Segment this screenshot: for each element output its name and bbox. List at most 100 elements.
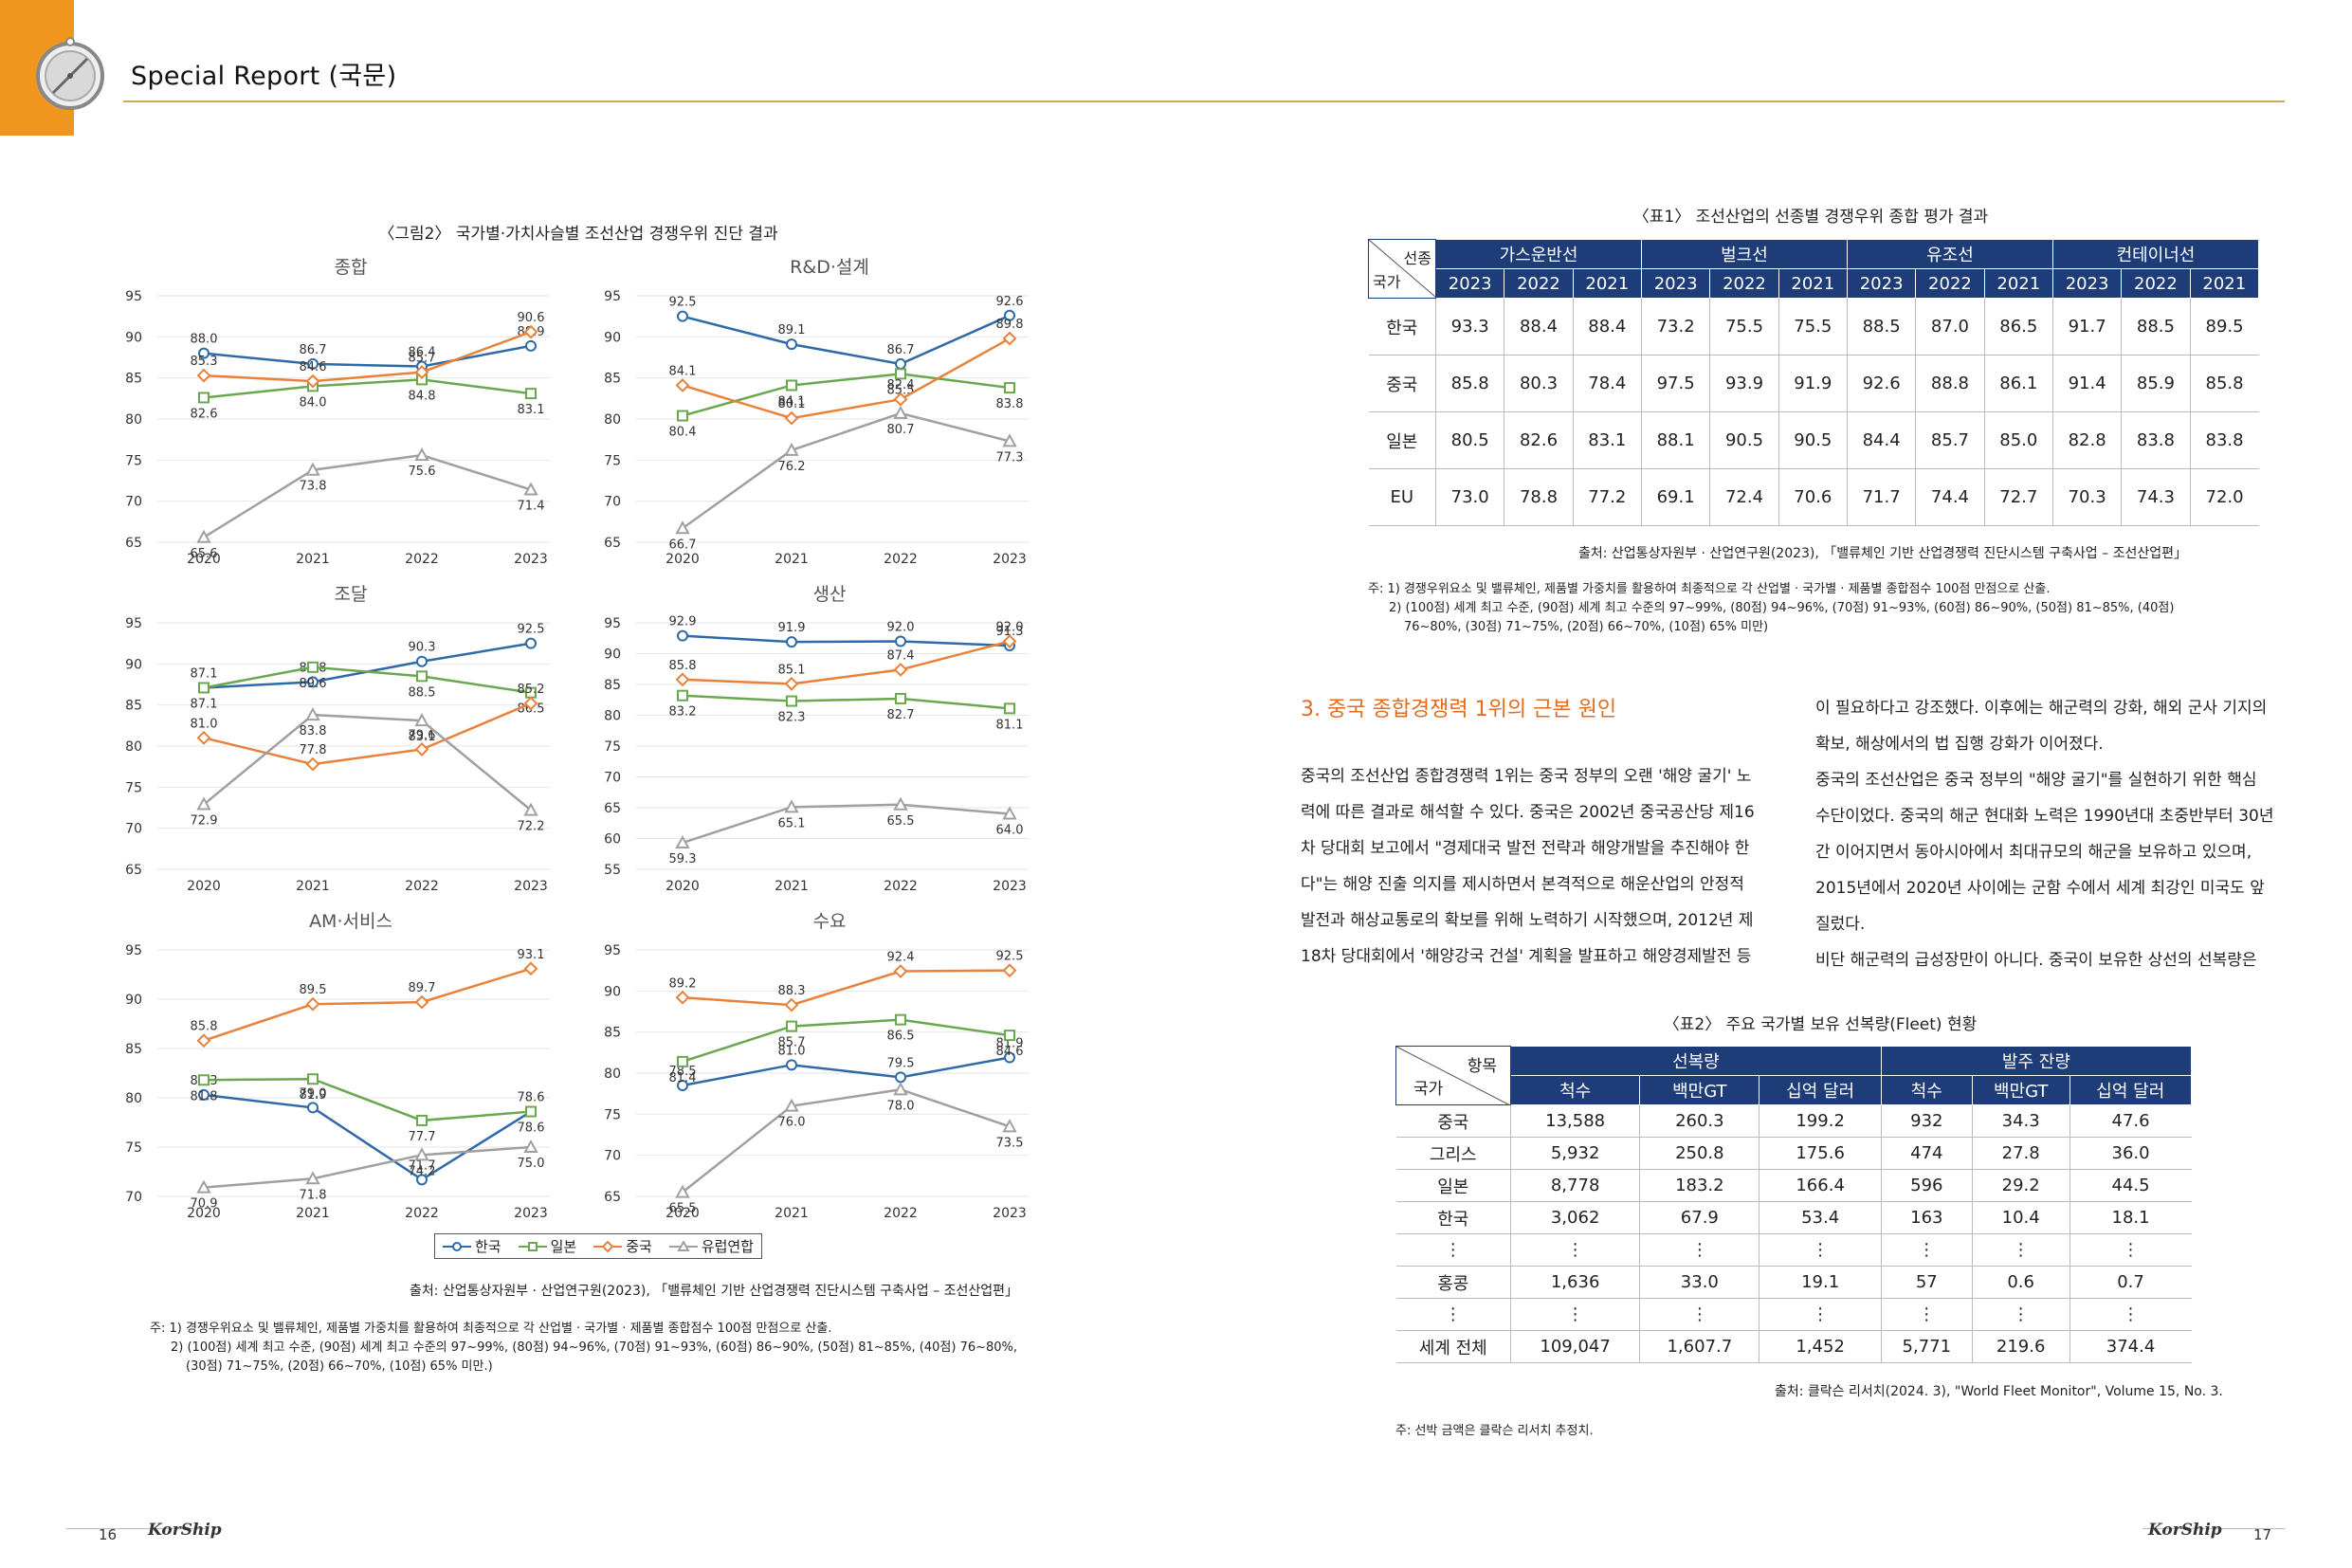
- y-tick-label: 80: [125, 1091, 142, 1106]
- table2-value-cell: ⋮: [1509, 1298, 1640, 1331]
- x-tick-label: 2023: [993, 1206, 1027, 1221]
- body-text-line: 비단 해군력의 급성장만이 아니다. 중국이 보유한 상선의 선복량은: [1815, 951, 2257, 970]
- table1-note-3: 76~80%, (30점) 71~75%, (20점) 66~70%, (10점…: [1404, 620, 1769, 634]
- data-label: 65.6: [191, 547, 218, 561]
- series-line-유럽연합: [682, 411, 1011, 530]
- y-tick-label: 90: [125, 657, 142, 672]
- data-label: 82.7: [887, 708, 915, 722]
- figure-note-3: (30점) 71~75%, (20점) 66~70%, (10점) 65% 미만…: [186, 1359, 493, 1374]
- table1-value-cell: 74.3: [2121, 468, 2191, 526]
- table1-country-cell: 중국: [1368, 355, 1436, 412]
- y-tick-label: 80: [604, 1067, 621, 1082]
- table1-value-cell: 70.6: [1778, 468, 1848, 526]
- data-label: 72.9: [191, 814, 218, 829]
- table2-value-cell: ⋮: [1759, 1233, 1882, 1267]
- data-label: 81.8: [191, 1089, 218, 1103]
- table1-value-cell: 89.5: [2189, 298, 2259, 356]
- data-label: 79.0: [300, 1086, 327, 1101]
- data-label: 85.2: [518, 683, 545, 697]
- table1-body: 한국 93.3 88.4 88.4 73.2 75.5 75.5 88.5 87.0 86.5 91…: [1368, 298, 2259, 526]
- data-label: 91.3: [996, 625, 1024, 639]
- series-line-유럽연합: [203, 1145, 532, 1189]
- data-point: [895, 357, 906, 370]
- x-tick-label: 2021: [775, 1206, 809, 1221]
- corner-diagonal: [1396, 1047, 1510, 1105]
- table-row: EU 73.0 78.8 77.2 69.1 72.4 70.6 71.7 74.4 72.7 70…: [1368, 468, 2259, 526]
- data-point: [414, 742, 429, 757]
- legend-china-marker: [593, 1240, 623, 1252]
- x-tick-label: 2020: [665, 1206, 700, 1221]
- data-label: 78.5: [669, 1065, 697, 1079]
- table1-value-cell: 84.4: [1846, 411, 1916, 469]
- data-point: [416, 1174, 428, 1186]
- header-divider: [123, 100, 2285, 102]
- data-label: 85.1: [778, 663, 806, 677]
- data-point: [196, 796, 211, 811]
- x-tick-label: 2023: [514, 879, 548, 894]
- data-point: [523, 961, 538, 976]
- table2-value-cell: 0.6: [1971, 1266, 2070, 1299]
- y-tick-label: 85: [125, 1042, 142, 1057]
- series-line-한국: [203, 642, 532, 689]
- table-row: 한국 93.3 88.4 88.4 73.2 75.5 75.5 88.5 87.0 86.5 91…: [1368, 298, 2259, 356]
- table2-value-cell: 250.8: [1639, 1137, 1759, 1170]
- table1-year-header: 2021: [1778, 268, 1848, 299]
- data-point: [305, 706, 320, 721]
- legend-label: 유럽연합: [701, 1238, 755, 1255]
- legend-label: 한국: [475, 1238, 501, 1255]
- y-tick-label: 95: [125, 943, 142, 958]
- data-point: [893, 392, 908, 407]
- series-line-중국: [203, 330, 532, 383]
- table1-value-cell: 85.8: [2189, 355, 2259, 412]
- table1-year-header: 2022: [2121, 268, 2191, 299]
- table2-subheader: 백만GT: [1639, 1075, 1760, 1105]
- legend-item-eu: 유럽연합: [668, 1236, 755, 1256]
- table1-value-cell: 97.5: [1640, 355, 1710, 412]
- legend-label: 일본: [550, 1238, 577, 1255]
- y-tick-label: 95: [604, 289, 621, 304]
- table2-value-cell: 932: [1880, 1104, 1973, 1138]
- series-line-한국: [682, 1056, 1011, 1087]
- table1-note-2: 2) (100점) 세계 최고 수준, (90점) 세계 최고 수준의 97~9…: [1389, 601, 2175, 615]
- data-label: 82.4: [887, 378, 915, 392]
- y-tick-label: 75: [125, 453, 142, 468]
- y-tick-label: 80: [125, 412, 142, 428]
- body-text-line: 력에 따른 결과로 해석할 수 있다. 중국은 2002년 중국공산당 제16: [1301, 803, 1755, 822]
- y-tick-label: 90: [125, 993, 142, 1008]
- table1-value-cell: 78.4: [1572, 355, 1642, 412]
- data-label: 82.3: [778, 711, 806, 725]
- table1-country-cell: 한국: [1368, 298, 1436, 356]
- data-label: 89.6: [300, 677, 327, 691]
- data-label: 89.1: [778, 323, 806, 337]
- table1-value-cell: 72.7: [1983, 468, 2053, 526]
- x-tick-label: 2020: [187, 552, 221, 567]
- data-label: 93.1: [518, 948, 545, 962]
- table1-value-cell: 73.2: [1640, 298, 1710, 356]
- charts-svg: 종합 65 70 75 80 85 90 95 2020 2021 2022 2023 88.0 86.7…: [125, 257, 1029, 1221]
- table-row: ⋮ ⋮ ⋮ ⋮ ⋮ ⋮ ⋮: [1395, 1233, 2192, 1267]
- body-text-line: 중국의 조선산업은 중국 정부의 "해양 굴기"를 실현하기 위한 핵심: [1815, 771, 2257, 790]
- legend-item-japan: 일본: [518, 1236, 577, 1256]
- body-text-line: 2015년에서 2020년 사이에는 군함 수에서 세계 최강인 미국도 앞: [1815, 879, 2265, 898]
- data-point: [307, 1073, 319, 1085]
- y-tick-label: 75: [604, 739, 621, 755]
- data-point: [893, 662, 908, 677]
- table1-note-1: 주: 1) 경쟁우위요소 및 밸류체인, 제품별 가중치를 활용하여 최종적으로…: [1368, 582, 2051, 596]
- series-line-일본: [203, 1077, 532, 1122]
- data-point: [1002, 634, 1017, 648]
- x-tick-label: 2021: [296, 552, 330, 567]
- x-tick-label: 2023: [993, 879, 1027, 894]
- data-label: 79.5: [887, 1056, 915, 1070]
- table2-country-cell: 그리스: [1395, 1137, 1511, 1170]
- body-text-line: 질렀다.: [1815, 915, 1866, 934]
- table2-country-cell: 중국: [1395, 1104, 1511, 1138]
- data-point: [414, 1147, 429, 1161]
- table1-value-cell: 72.0: [2189, 468, 2259, 526]
- chart-panel: 생산 55 60 65 70 75 80 85 90 95 2020 2021 2022 2023 92.9…: [604, 584, 1029, 894]
- x-tick-label: 2021: [775, 879, 809, 894]
- table1-value-cell: 82.8: [2051, 411, 2122, 469]
- x-tick-label: 2023: [993, 552, 1027, 567]
- data-label: 65.5: [669, 1202, 697, 1216]
- table2-value-cell: 19.1: [1759, 1266, 1882, 1299]
- table-row: 그리스 5,932 250.8 175.6 474 27.8 36.0: [1395, 1137, 2192, 1170]
